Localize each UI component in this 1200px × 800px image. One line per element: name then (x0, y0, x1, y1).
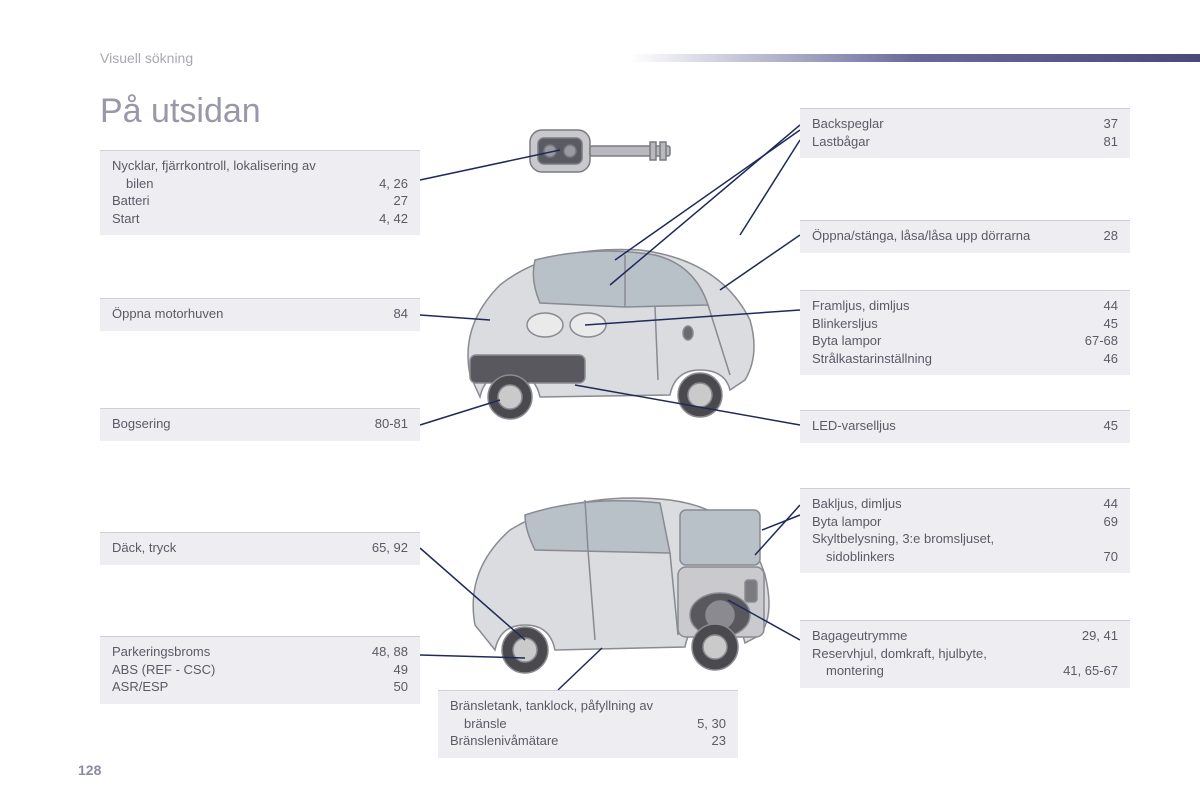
box-row-page: 4, 26 (379, 175, 408, 193)
page-number: 128 (78, 762, 101, 778)
box-row-label: sidoblinkers (812, 548, 1094, 566)
box-row-label: LED-varselljus (812, 417, 1094, 435)
box-row-label: bilen (112, 175, 369, 193)
box-bonnet: Öppna motorhuven 84 (100, 298, 420, 331)
box-row-label: ABS (REF - CSC) (112, 661, 384, 679)
section-label: Visuell sökning (100, 50, 193, 66)
header-bar: Visuell sökning (0, 50, 1200, 68)
box-row-label: Nycklar, fjärrkontroll, lokalisering av (112, 157, 408, 175)
box-row-label: Start (112, 210, 369, 228)
box-towing: Bogsering 80-81 (100, 408, 420, 441)
box-row-label: Öppna/stänga, låsa/låsa upp dörrarna (812, 227, 1094, 245)
box-row-label: ASR/ESP (112, 678, 384, 696)
box-row-label: Bakljus, dimljus (812, 495, 1094, 513)
box-row-page: 70 (1104, 548, 1118, 566)
box-row-page: 4, 42 (379, 210, 408, 228)
car-front-illustration (440, 225, 770, 435)
box-row-page: 67-68 (1085, 332, 1118, 350)
box-mirrors: Backspeglar 37 Lastbågar 81 (800, 108, 1130, 158)
box-row-page: 23 (712, 732, 726, 750)
box-fuel: Bränsletank, tanklock, påfyllning avbrän… (438, 690, 738, 758)
header-stripe (630, 54, 1200, 62)
box-brakes: Parkeringsbroms 48, 88ABS (REF - CSC) 49 AS… (100, 636, 420, 704)
box-row-label: Bränslenivåmätare (450, 732, 702, 750)
box-row-label: Skyltbelysning, 3:e bromsljuset, (812, 530, 1118, 548)
box-row-page: 27 (394, 192, 408, 210)
box-row-page: 28 (1104, 227, 1118, 245)
box-row-page: 80-81 (375, 415, 408, 433)
box-row-label: montering (812, 662, 1053, 680)
box-row-page: 37 (1104, 115, 1118, 133)
key-illustration (520, 110, 680, 190)
box-row-label: Backspeglar (812, 115, 1094, 133)
box-row-page: 81 (1104, 133, 1118, 151)
box-doors: Öppna/stänga, låsa/låsa upp dörrarna 28 (800, 220, 1130, 253)
box-row-label: Byta lampor (812, 332, 1075, 350)
box-keys: Nycklar, fjärrkontroll, lokalisering avb… (100, 150, 420, 235)
box-row-label: Lastbågar (812, 133, 1094, 151)
box-row-label: Byta lampor (812, 513, 1094, 531)
box-row-label: Batteri (112, 192, 384, 210)
box-row-page: 45 (1104, 315, 1118, 333)
box-row-page: 44 (1104, 297, 1118, 315)
box-rearlights: Bakljus, dimljus 44 Byta lampor 69Skyltbely… (800, 488, 1130, 573)
box-row-page: 65, 92 (372, 539, 408, 557)
box-led: LED-varselljus 45 (800, 410, 1130, 443)
box-row-label: Strålkastarinställning (812, 350, 1094, 368)
box-row-label: Öppna motorhuven (112, 305, 384, 323)
box-row-label: Bogsering (112, 415, 365, 433)
car-rear-illustration (440, 475, 790, 695)
box-tyres: Däck, tryck 65, 92 (100, 532, 420, 565)
box-row-page: 48, 88 (372, 643, 408, 661)
box-row-label: Parkeringsbroms (112, 643, 362, 661)
box-row-page: 29, 41 (1082, 627, 1118, 645)
box-row-page: 45 (1104, 417, 1118, 435)
box-row-label: Bagageutrymme (812, 627, 1072, 645)
box-row-page: 84 (394, 305, 408, 323)
box-row-page: 41, 65-67 (1063, 662, 1118, 680)
box-row-page: 44 (1104, 495, 1118, 513)
box-row-label: Däck, tryck (112, 539, 362, 557)
box-row-page: 69 (1104, 513, 1118, 531)
box-boot: Bagageutrymme 29, 41Reservhjul, domkraft,… (800, 620, 1130, 688)
page-title: På utsidan (100, 92, 261, 131)
box-row-label: Reservhjul, domkraft, hjulbyte, (812, 645, 1118, 663)
box-row-page: 49 (394, 661, 408, 679)
box-frontlights: Framljus, dimljus 44 Blinkersljus 45 Byta la… (800, 290, 1130, 375)
box-row-label: bränsle (450, 715, 687, 733)
box-row-page: 50 (394, 678, 408, 696)
box-row-page: 46 (1104, 350, 1118, 368)
box-row-label: Bränsletank, tanklock, påfyllning av (450, 697, 726, 715)
box-row-page: 5, 30 (697, 715, 726, 733)
box-row-label: Blinkersljus (812, 315, 1094, 333)
box-row-label: Framljus, dimljus (812, 297, 1094, 315)
